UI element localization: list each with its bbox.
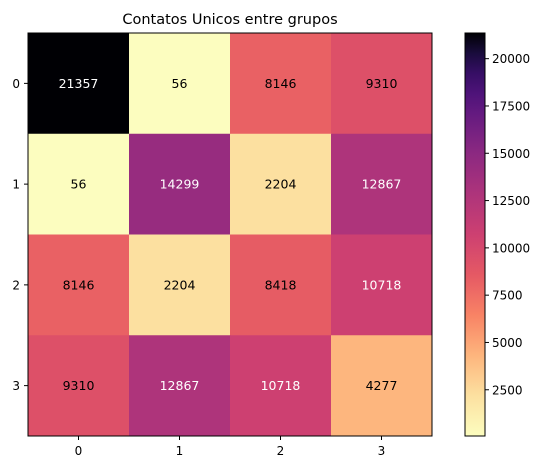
cell-value-label: 8146 [265, 76, 297, 91]
cell-value-label: 12867 [160, 378, 200, 393]
heatmap-cell [28, 33, 130, 135]
heatmap-cell [230, 234, 332, 336]
cell-value-label: 56 [172, 76, 188, 91]
heatmap-cell [129, 234, 231, 336]
plot-frame [27, 32, 433, 437]
cell-value-label: 4277 [366, 378, 398, 393]
y-tick-label: 0 [12, 77, 20, 91]
y-tick-label: 1 [12, 178, 20, 192]
y-axis: 0 1 2 3 [12, 77, 28, 393]
heatmap-cell [129, 335, 231, 437]
cell-value-label: 9310 [63, 378, 95, 393]
colorbar-tick-label: 7500 [492, 289, 523, 303]
cell-value-label: 2204 [164, 277, 196, 292]
colorbar-tick-label: 15000 [492, 147, 530, 161]
heatmap-cell [28, 133, 130, 235]
colorbar-axis: 2500 5000 7500 10000 12500 15000 17500 20000 [485, 52, 530, 397]
x-tick-label: 1 [176, 444, 184, 458]
x-axis: 0 1 2 3 [75, 436, 386, 458]
heatmap-cell [230, 33, 332, 135]
heatmap-cells: 21357 56 8146 9310 56 14299 2204 12867 8146 2204 8… [28, 33, 433, 437]
heatmap-cell [129, 33, 231, 135]
heatmap-cell [331, 335, 433, 437]
heatmap-cell [331, 234, 433, 336]
cell-value-label: 10718 [362, 277, 402, 292]
colorbar-tick-label: 10000 [492, 241, 530, 255]
heatmap-cell [28, 234, 130, 336]
y-tick-label: 3 [12, 379, 20, 393]
x-tick-label: 2 [277, 444, 285, 458]
colorbar-tick-label: 5000 [492, 336, 523, 350]
heatmap-cell [230, 335, 332, 437]
x-tick-label: 0 [75, 444, 83, 458]
heatmap-cell [28, 335, 130, 437]
heatmap-cell [230, 133, 332, 235]
heatmap-cell [331, 33, 433, 135]
heatmap-cell [129, 133, 231, 235]
colorbar-tick-label: 17500 [492, 99, 530, 113]
y-tick-label: 2 [12, 278, 20, 292]
cell-value-label: 12867 [362, 177, 402, 192]
cell-value-label: 9310 [366, 76, 398, 91]
cell-value-label: 10718 [261, 378, 301, 393]
cell-value-label: 8146 [63, 277, 95, 292]
colorbar [464, 32, 486, 437]
colorbar-tick-label: 12500 [492, 194, 530, 208]
colorbar-tick-label: 20000 [492, 52, 530, 66]
colorbar-tick-label: 2500 [492, 383, 523, 397]
x-tick-label: 3 [378, 444, 386, 458]
cell-value-label: 8418 [265, 277, 297, 292]
cell-value-label: 2204 [265, 177, 297, 192]
cell-value-label: 21357 [59, 76, 99, 91]
chart-title: Contatos Unicos entre grupos [122, 12, 337, 28]
heatmap-cell [331, 133, 433, 235]
cell-value-label: 56 [71, 177, 87, 192]
cell-value-label: 14299 [160, 177, 200, 192]
